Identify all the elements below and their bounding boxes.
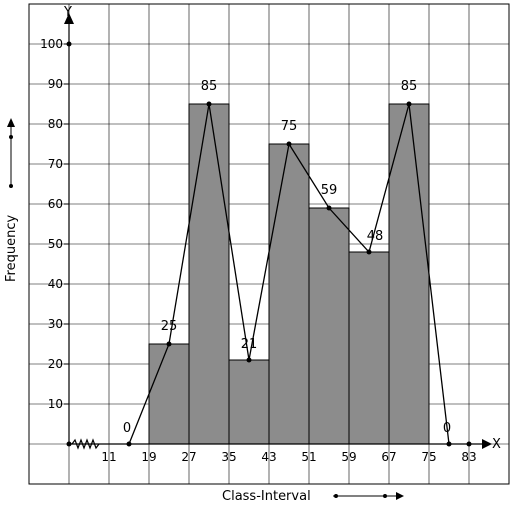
y-tick-label: 50 bbox=[48, 237, 63, 251]
axes bbox=[64, 13, 492, 450]
tick-labels: 10 20 30 40 50 60 70 80 90 100 11 19 27 35 43 51 59 67 75 8… bbox=[40, 37, 477, 464]
polygon-point bbox=[406, 101, 412, 107]
x-tick-label: 67 bbox=[381, 450, 396, 464]
data-label: 21 bbox=[241, 337, 258, 352]
histogram-bar bbox=[148, 343, 190, 445]
histogram-bar bbox=[188, 103, 230, 445]
polygon-point bbox=[246, 357, 252, 363]
x-axis-arrowhead bbox=[482, 439, 492, 449]
polygon-point bbox=[126, 441, 132, 447]
x-axis-letter: X bbox=[492, 437, 501, 452]
y-tick-label: 70 bbox=[48, 157, 63, 171]
x-tick-label: 59 bbox=[341, 450, 356, 464]
polygon-point bbox=[206, 101, 212, 107]
data-label: 48 bbox=[367, 229, 384, 244]
frequency-polygon bbox=[126, 101, 472, 447]
x-tick-label: 19 bbox=[141, 450, 156, 464]
data-label: 75 bbox=[281, 119, 298, 134]
x-axis-arrow-icon bbox=[333, 492, 404, 500]
y-tick-label: 90 bbox=[48, 77, 63, 91]
origin-point bbox=[66, 441, 72, 447]
x-axis-point bbox=[466, 441, 472, 447]
y-tick-label: 30 bbox=[48, 317, 63, 331]
x-tick-label: 83 bbox=[461, 450, 476, 464]
polygon-point bbox=[286, 141, 292, 147]
point-labels: 0 25 85 21 75 59 48 85 0 bbox=[123, 79, 451, 436]
y-axis-label: Frequency bbox=[4, 215, 19, 282]
x-tick-label: 75 bbox=[421, 450, 436, 464]
data-label: 59 bbox=[321, 183, 338, 198]
histogram-bar bbox=[348, 251, 390, 445]
data-label: 0 bbox=[123, 421, 131, 436]
histogram-bar bbox=[228, 359, 270, 445]
data-label: 0 bbox=[443, 421, 451, 436]
y-axis-arrow-icon bbox=[7, 118, 15, 188]
data-label: 85 bbox=[201, 79, 218, 94]
histogram-bars bbox=[148, 103, 430, 445]
y-tick-label: 40 bbox=[48, 277, 63, 291]
x-tick-label: 27 bbox=[181, 450, 196, 464]
y-tick-label: 20 bbox=[48, 357, 63, 371]
data-label: 25 bbox=[161, 319, 178, 334]
x-axis-label: Class-Interval bbox=[222, 489, 311, 504]
y-tick-label: 100 bbox=[40, 37, 63, 51]
polygon-point bbox=[366, 249, 372, 255]
polygon-point bbox=[446, 441, 452, 447]
y-tick-label: 60 bbox=[48, 197, 63, 211]
y-axis-letter: Y bbox=[63, 5, 72, 20]
y-axis-arrowhead bbox=[64, 13, 74, 24]
x-tick-label: 43 bbox=[261, 450, 276, 464]
axis-break-zigzag bbox=[71, 438, 100, 450]
y-tick-label: 10 bbox=[48, 397, 63, 411]
x-tick-label: 35 bbox=[221, 450, 236, 464]
y-tick-label: 80 bbox=[48, 117, 63, 131]
x-tick-label: 51 bbox=[301, 450, 316, 464]
data-label: 85 bbox=[401, 79, 418, 94]
polygon-point bbox=[326, 205, 332, 211]
histogram-bar bbox=[308, 207, 350, 445]
polygon-point bbox=[166, 341, 172, 347]
histogram-bar bbox=[268, 143, 310, 445]
x-tick-label: 11 bbox=[101, 450, 116, 464]
